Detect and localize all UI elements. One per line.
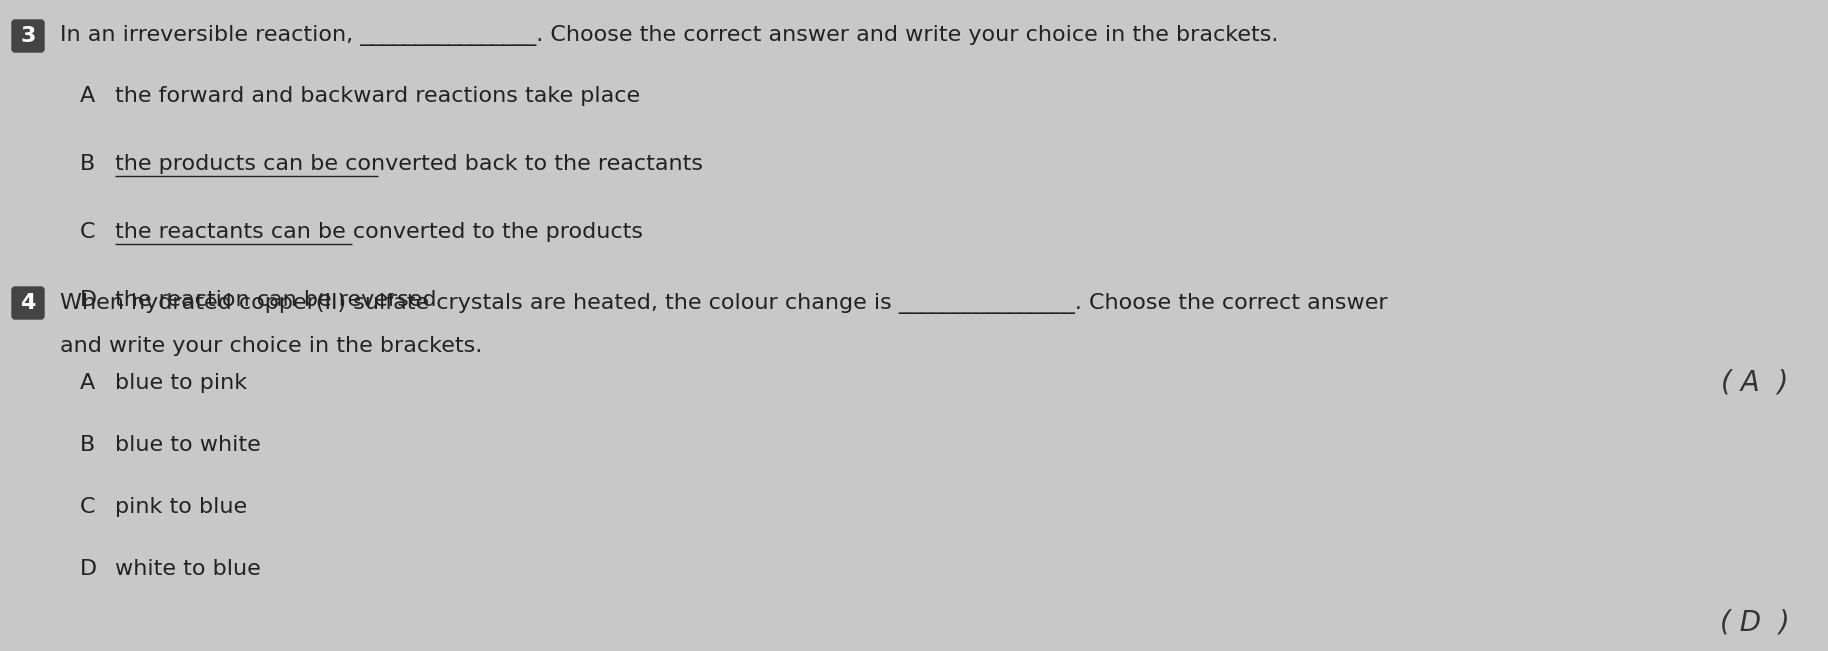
- Text: blue to pink: blue to pink: [115, 373, 247, 393]
- Text: D: D: [80, 290, 97, 310]
- Text: pink to blue: pink to blue: [115, 497, 247, 517]
- Text: C: C: [80, 497, 95, 517]
- Text: the reactants can be converted to the products: the reactants can be converted to the pr…: [115, 222, 643, 242]
- Text: A: A: [80, 86, 95, 106]
- Text: In an irreversible reaction, ________________. Choose the correct answer and wri: In an irreversible reaction, ___________…: [60, 25, 1278, 46]
- Text: D: D: [80, 559, 97, 579]
- Text: B: B: [80, 154, 95, 174]
- Text: blue to white: blue to white: [115, 435, 261, 455]
- Text: A: A: [80, 373, 95, 393]
- Text: and write your choice in the brackets.: and write your choice in the brackets.: [60, 336, 483, 356]
- Text: 3: 3: [20, 26, 37, 46]
- Text: the reaction can be reversed: the reaction can be reversed: [115, 290, 437, 310]
- Text: When hydrated copper(II) sulfate crystals are heated, the colour change is _____: When hydrated copper(II) sulfate crystal…: [60, 292, 1387, 314]
- Text: ( D  ): ( D ): [1720, 609, 1790, 637]
- FancyBboxPatch shape: [13, 20, 44, 52]
- Text: ( A  ): ( A ): [1722, 369, 1788, 397]
- Text: the forward and backward reactions take place: the forward and backward reactions take …: [115, 86, 640, 106]
- Text: the products can be converted back to the reactants: the products can be converted back to th…: [115, 154, 704, 174]
- Text: C: C: [80, 222, 95, 242]
- FancyBboxPatch shape: [13, 287, 44, 319]
- Text: 4: 4: [20, 293, 37, 313]
- Text: white to blue: white to blue: [115, 559, 261, 579]
- Text: B: B: [80, 435, 95, 455]
